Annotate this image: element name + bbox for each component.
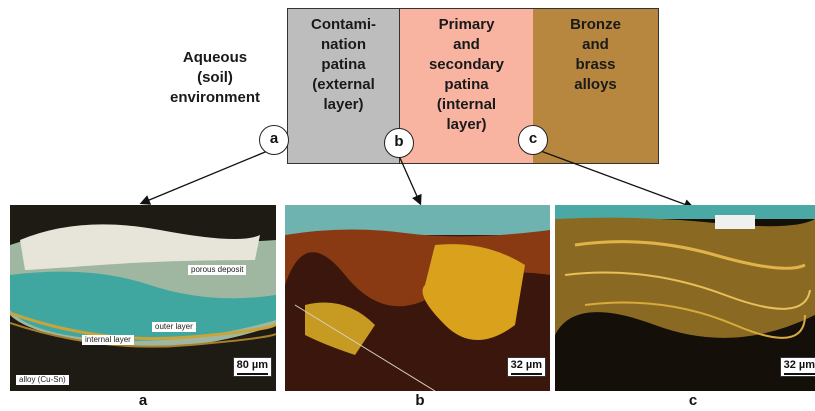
label-alloy: alloy (Cu-Sn) (16, 375, 69, 385)
env-line-2: (soil) (197, 69, 233, 86)
bronze-brass-alloys-band: Bronze and brass alloys (533, 8, 659, 164)
arrow-c (537, 149, 695, 210)
marker-b: b (384, 128, 414, 158)
env-line-1: Aqueous (182, 49, 248, 66)
band-b-line: patina (444, 76, 489, 93)
band-c-line: and (582, 36, 609, 53)
marker-c: c (518, 125, 548, 155)
contamination-patina-band: Contami- nation patina (external layer) (287, 8, 400, 164)
band-a-line: patina (321, 56, 366, 73)
environment-label: Aqueous (soil) environment (150, 48, 280, 108)
band-a-line: nation (321, 36, 366, 53)
label-porous-deposit: porous deposit (188, 265, 247, 275)
arrow-b (399, 157, 422, 206)
scale-label-a: 80 µm (236, 359, 268, 371)
label-outer-layer: outer layer (152, 322, 196, 332)
scale-label-c: 32 µm (783, 359, 815, 371)
band-a-line: Contami- (311, 16, 376, 33)
scale-bar-c: 32 µm (779, 357, 815, 377)
band-c-line: Bronze (570, 16, 621, 33)
caption-a: a (138, 392, 148, 409)
caption-b: b (415, 392, 425, 409)
scale-line-a (236, 373, 268, 375)
micrograph-a-image (10, 205, 276, 391)
env-line-3: environment (169, 89, 260, 106)
band-b-line: secondary (428, 56, 505, 73)
scale-label-b: 32 µm (510, 359, 542, 371)
marker-a: a (259, 125, 289, 155)
primary-secondary-patina-band: Primary and secondary patina (internal l… (399, 8, 534, 164)
scale-bar-b: 32 µm (506, 357, 546, 377)
band-b-line: and (453, 36, 480, 53)
micrograph-b-image (285, 205, 550, 391)
scale-line-b (510, 373, 542, 375)
label-internal-layer: internal layer (82, 335, 134, 345)
micrograph-c-image (555, 205, 815, 391)
band-a-line: (external (312, 76, 375, 93)
micrograph-a: porous deposit outer layer internal laye… (10, 205, 276, 391)
scale-line-c (783, 373, 815, 375)
band-b-line: (internal (436, 96, 497, 113)
scale-bar-a: 80 µm (232, 357, 272, 377)
band-a-line: layer) (323, 96, 364, 113)
band-c-line: brass (575, 56, 616, 73)
arrow-a (139, 149, 271, 205)
band-c-line: alloys (574, 76, 617, 93)
band-b-line: Primary (438, 16, 495, 33)
micrograph-c: 32 µm (555, 205, 815, 391)
band-b-line: layer) (446, 116, 487, 133)
caption-c: c (688, 392, 698, 409)
micrograph-b: 32 µm (285, 205, 550, 391)
